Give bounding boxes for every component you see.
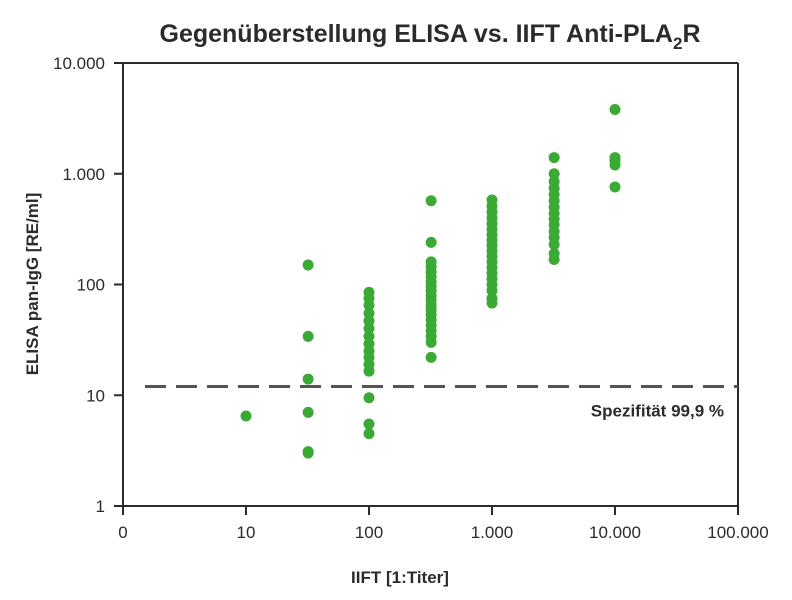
data-point xyxy=(302,330,314,342)
data-point xyxy=(609,181,621,193)
x-tick-label: 1.000 xyxy=(471,523,514,542)
data-point xyxy=(548,254,560,266)
x-axis: 0 10 100 1.000 10.000 100.000 xyxy=(118,506,769,542)
data-point xyxy=(302,406,314,418)
data-point xyxy=(609,159,621,171)
data-point xyxy=(240,410,252,422)
data-point xyxy=(425,351,437,363)
x-tick-label: 100 xyxy=(355,523,383,542)
chart-title-main: Gegenüberstellung ELISA vs. IIFT Anti-PL… xyxy=(160,20,673,48)
chart-title-subscript: 2 xyxy=(673,34,682,53)
y-tick-label: 1 xyxy=(96,497,105,516)
data-point xyxy=(548,168,560,180)
data-point xyxy=(425,195,437,207)
data-point xyxy=(425,236,437,248)
data-point xyxy=(548,152,560,164)
data-point xyxy=(363,330,375,342)
chart-title-suffix: R xyxy=(682,20,700,48)
data-point xyxy=(363,392,375,404)
data-point xyxy=(302,259,314,271)
data-point xyxy=(363,299,375,311)
x-tick-label: 0 xyxy=(118,523,127,542)
data-point xyxy=(363,315,375,327)
y-axis-label: ELISA pan-IgG [RE/ml] xyxy=(23,193,42,376)
y-tick-label: 1.000 xyxy=(62,165,105,184)
x-axis-label: IIFT [1:Titer] xyxy=(351,568,449,587)
data-point xyxy=(363,428,375,440)
y-tick-label: 10 xyxy=(86,386,105,405)
data-point xyxy=(302,447,314,459)
data-points xyxy=(240,104,621,459)
x-tick-label: 100.000 xyxy=(707,523,768,542)
data-point xyxy=(363,365,375,377)
data-point xyxy=(609,104,621,116)
data-point xyxy=(486,285,498,297)
data-point xyxy=(363,323,375,335)
data-point xyxy=(363,307,375,319)
data-point xyxy=(486,297,498,309)
data-point xyxy=(302,373,314,385)
data-point xyxy=(548,238,560,250)
x-tick-label: 10.000 xyxy=(589,523,641,542)
data-point xyxy=(425,336,437,348)
y-tick-label: 10.000 xyxy=(53,54,105,73)
y-tick-label: 100 xyxy=(77,276,105,295)
data-point xyxy=(363,418,375,430)
chart-title: Gegenüberstellung ELISA vs. IIFT Anti-PL… xyxy=(160,20,701,53)
specificity-threshold: Spezifität 99,9 % xyxy=(145,384,738,420)
threshold-label: Spezifität 99,9 % xyxy=(591,401,724,420)
x-tick-label: 10 xyxy=(237,523,256,542)
y-axis: 1 10 100 1.000 10.000 xyxy=(53,54,123,516)
